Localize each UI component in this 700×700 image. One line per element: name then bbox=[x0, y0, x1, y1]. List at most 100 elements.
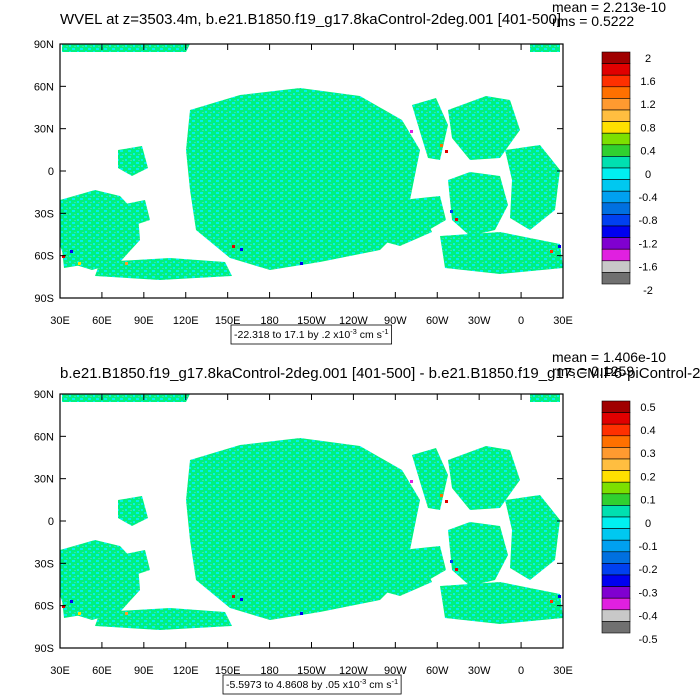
map-panels: WVEL at z=3503.4m, b.e21.B1850.f19_g17.8… bbox=[34, 0, 700, 695]
colorbar-label: -2 bbox=[643, 285, 653, 297]
colorbar-label: 0.4 bbox=[640, 425, 655, 437]
rms-label: rms = 0.5222 bbox=[552, 13, 634, 29]
lat-tick-label: 60N bbox=[34, 431, 54, 443]
colorbar-label: -0.2 bbox=[639, 564, 658, 576]
lat-tick-label: 60S bbox=[34, 251, 54, 263]
colorbar-swatch bbox=[601, 248, 631, 262]
lon-tick-label: 60E bbox=[92, 315, 112, 327]
lon-tick-label: 90W bbox=[384, 315, 407, 327]
lon-tick-label: 150E bbox=[215, 315, 241, 327]
lon-tick-label: 90E bbox=[134, 665, 154, 677]
colorbar: 0.5 0.4 0.3 0.2 0.1 0 -0.1 -0.2 -0.3 -0.4 -0.5 bbox=[601, 400, 658, 646]
colorbar-label: 0.1 bbox=[640, 495, 655, 507]
colorbar-swatch bbox=[601, 447, 631, 460]
range-unit-exponent: -1 bbox=[391, 677, 398, 686]
lat-tick-label: 90S bbox=[34, 643, 54, 655]
lon-tick-label: 30E bbox=[553, 315, 573, 327]
colorbar-swatch bbox=[601, 586, 631, 599]
colorbar-label: -1.6 bbox=[639, 262, 658, 274]
colorbar-swatch bbox=[601, 109, 631, 122]
colorbar-label: -0.4 bbox=[639, 192, 658, 204]
colorbar-swatch bbox=[601, 563, 631, 576]
lon-tick-label: 120E bbox=[173, 315, 199, 327]
colorbar-swatch bbox=[601, 539, 631, 553]
lon-tick-label: 30E bbox=[553, 665, 573, 677]
colorbar-label: 0.5 bbox=[640, 402, 655, 414]
colorbar-swatch bbox=[601, 435, 631, 448]
lon-tick-label: 30E bbox=[50, 315, 70, 327]
lon-tick-label: 150E bbox=[215, 665, 241, 677]
lat-tick-label: 90S bbox=[34, 293, 54, 305]
range-unit: cm s bbox=[357, 329, 382, 341]
colorbar-swatch bbox=[601, 237, 631, 250]
map-panel-2: b.e21.B1850.f19_g17.8kaControl-2deg.001 … bbox=[34, 349, 700, 695]
lon-tick-label: 60W bbox=[426, 665, 449, 677]
colorbar-swatch bbox=[601, 597, 631, 611]
colorbar-swatch bbox=[601, 481, 631, 495]
lat-tick-label: 60N bbox=[34, 81, 54, 93]
lon-tick-label: 120W bbox=[339, 315, 368, 327]
colorbar-swatch bbox=[601, 63, 631, 76]
lon-tick-label: 0 bbox=[518, 665, 524, 677]
colorbar-label: 2 bbox=[645, 53, 651, 65]
lon-tick-label: 150W bbox=[297, 665, 326, 677]
mean-label: mean = 2.213e-10 bbox=[552, 0, 666, 15]
colorbar-label: -0.4 bbox=[639, 611, 658, 623]
lon-tick-label: 120W bbox=[339, 665, 368, 677]
colorbar-label: 1.6 bbox=[640, 76, 655, 88]
colorbar-label: -0.3 bbox=[639, 587, 658, 599]
colorbar-swatch bbox=[601, 156, 631, 169]
colorbar-swatch bbox=[601, 470, 631, 483]
colorbar-swatch bbox=[601, 167, 631, 180]
colorbar-swatch bbox=[601, 621, 631, 634]
contour-range-box: -5.5973 to 4.8608 by .05 x10-3 cm s-1 bbox=[222, 674, 402, 695]
colorbar-swatch bbox=[601, 505, 631, 518]
colorbar-swatch bbox=[601, 458, 631, 471]
colorbar-swatch bbox=[601, 400, 631, 413]
lat-tick-label: 30S bbox=[34, 558, 54, 570]
lon-tick-label: 150W bbox=[297, 315, 326, 327]
range-unit-exponent: -1 bbox=[382, 327, 389, 336]
colorbar-label: 0.8 bbox=[640, 122, 655, 134]
lon-tick-label: 120E bbox=[173, 665, 199, 677]
range-text: -5.5973 to 4.8608 by .05 x10 bbox=[226, 679, 360, 691]
colorbar-label: -0.1 bbox=[639, 541, 658, 553]
colorbar-label: 0.3 bbox=[640, 448, 655, 460]
colorbar-swatch bbox=[601, 609, 631, 622]
colorbar-swatch bbox=[601, 121, 631, 134]
colorbar-swatch bbox=[601, 86, 631, 99]
lat-tick-label: 30N bbox=[34, 124, 54, 136]
colorbar-label: -1.2 bbox=[639, 238, 658, 250]
colorbar-label: -0.8 bbox=[639, 215, 658, 227]
panel-title: b.e21.B1850.f19_g17.8kaControl-2deg.001 … bbox=[60, 365, 700, 382]
lat-tick-label: 30N bbox=[34, 474, 54, 486]
lat-tick-label: 90N bbox=[34, 389, 54, 401]
colorbar-swatch bbox=[601, 132, 631, 146]
lon-tick-label: 180 bbox=[260, 665, 278, 677]
svg-text:-5.5973 to 4.8608 by .05 x10-3: -5.5973 to 4.8608 by .05 x10-3 cm s-1 bbox=[226, 677, 398, 691]
colorbar-swatch bbox=[601, 190, 631, 204]
colorbar-swatch bbox=[601, 98, 631, 111]
ocean-field bbox=[60, 44, 563, 298]
lat-tick-label: 0 bbox=[48, 516, 54, 528]
lon-tick-label: 30W bbox=[468, 315, 491, 327]
colorbar-swatch bbox=[601, 144, 631, 157]
svg-text:-22.318 to 17.1 by .2 x10-3 cm: -22.318 to 17.1 by .2 x10-3 cm s-1 bbox=[234, 327, 389, 341]
range-text: -22.318 to 17.1 by .2 x10 bbox=[234, 329, 350, 341]
colorbar-swatch bbox=[601, 423, 631, 437]
colorbar-label: 0.4 bbox=[640, 146, 655, 158]
lon-tick-label: 30E bbox=[50, 665, 70, 677]
rms-label: rms = 0.1259 bbox=[552, 363, 634, 379]
lat-tick-label: 60S bbox=[34, 601, 54, 613]
colorbar-swatch bbox=[601, 179, 631, 192]
colorbar: 2 1.6 1.2 0.8 0.4 0 -0.4 -0.8 -1.2 -1.6 -2 bbox=[601, 51, 658, 297]
lon-tick-label: 90W bbox=[384, 665, 407, 677]
colorbar-swatch bbox=[601, 574, 631, 587]
lon-tick-label: 60E bbox=[92, 665, 112, 677]
map-panel-1: WVEL at z=3503.4m, b.e21.B1850.f19_g17.8… bbox=[34, 0, 666, 345]
lon-tick-label: 0 bbox=[518, 315, 524, 327]
panel-title: WVEL at z=3503.4m, b.e21.B1850.f19_g17.8… bbox=[60, 11, 561, 28]
colorbar-label: -0.5 bbox=[639, 634, 658, 646]
colorbar-label: 0.2 bbox=[640, 471, 655, 483]
